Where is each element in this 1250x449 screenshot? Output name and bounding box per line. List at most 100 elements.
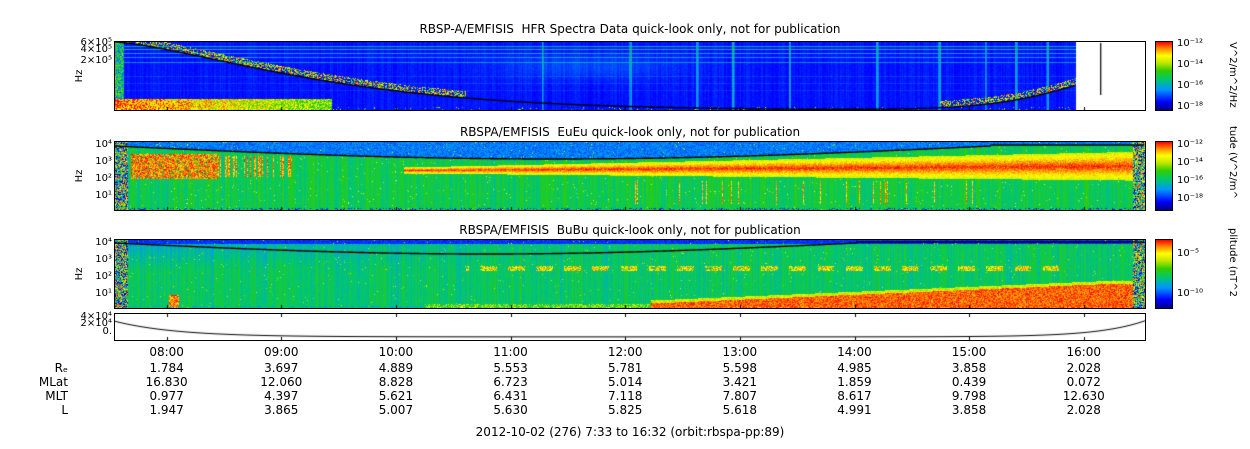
panel1-colorbar-tick-0: 10⁻¹² — [1177, 38, 1204, 49]
panel2-ytick-1: 10³ — [95, 156, 112, 167]
bubu-spectrogram-canvas — [115, 240, 1145, 308]
ephemeris-value: 3.858 — [951, 361, 987, 375]
ephemeris-value: 4.985 — [837, 361, 872, 375]
hfr-spectrogram-canvas — [115, 42, 1145, 110]
time-tick-label: 14:00 — [837, 345, 872, 359]
ephemeris-value: 8.617 — [837, 389, 872, 403]
panel1-colorbar-tick-3: 10⁻¹⁸ — [1177, 101, 1204, 112]
ephemeris-value: 0.072 — [1066, 375, 1101, 389]
ephemeris-value: 5.007 — [378, 403, 414, 417]
time-tick-label: 12:00 — [607, 345, 643, 359]
panel1-yaxis-label: Hz — [74, 69, 85, 83]
panel3-ytick-0: 10⁴ — [95, 237, 112, 248]
time-tick-label: 15:00 — [951, 345, 987, 359]
panel1-colorbar-tick-2: 10⁻¹⁶ — [1177, 80, 1204, 91]
panel1-ytick-0: 6×10⁵ — [80, 37, 112, 48]
panel3-colorbar — [1155, 239, 1173, 309]
ephemeris-value: 3.858 — [951, 403, 987, 417]
panel2-ytick-0: 10⁴ — [95, 139, 112, 150]
panel2-colorbar-tick-1: 10⁻¹⁴ — [1177, 157, 1204, 168]
panel3-colorbar-unit-label: plitude (nT^2 — [1227, 228, 1238, 297]
ephemeris-value: 9.798 — [951, 389, 987, 403]
panel3-title: RBSPA/EMFISIS BuBu quick-look only, not … — [459, 223, 801, 237]
panel3-ytick-2: 10² — [95, 271, 112, 282]
ephemeris-value: 0.977 — [149, 389, 184, 403]
ephemeris-row-mlt: 0.977 4.397 5.621 6.431 7.118 7.807 8.61… — [109, 390, 1141, 403]
ephemeris-value: 5.618 — [722, 403, 757, 417]
ephemeris-value: 1.859 — [837, 375, 872, 389]
ephemeris-value: 5.553 — [493, 361, 528, 375]
panel3-ytick-1: 10³ — [95, 254, 112, 265]
time-tick-label: 09:00 — [263, 345, 299, 359]
panel2-colorbar-gradient — [1156, 142, 1172, 210]
panel1-colorbar-unit-label: V^2/m^2/Hz — [1227, 42, 1238, 108]
ephemeris-row-label-mlat: MLat — [38, 375, 68, 389]
ephemeris-value: 3.421 — [722, 375, 757, 389]
ephemeris-value: 1.784 — [149, 361, 184, 375]
ephemeris-value: 7.807 — [722, 389, 757, 403]
panel1-title: RBSP-A/EMFISIS HFR Spectra Data quick-lo… — [419, 22, 841, 36]
time-tick-label: 08:00 — [149, 345, 184, 359]
ephemeris-value: 4.889 — [378, 361, 414, 375]
panel1-ytick-2: 2×10⁵ — [80, 55, 112, 66]
panel3-colorbar-tick-0: 10⁻⁵ — [1177, 248, 1200, 259]
strip-panel-frame — [114, 313, 1146, 341]
ephemeris-row-label-l: L — [61, 403, 68, 417]
panel2-ytick-3: 10¹ — [95, 190, 112, 201]
panel1-colorbar-tick-1: 10⁻¹⁴ — [1177, 59, 1204, 70]
time-tick-label: 10:00 — [378, 345, 414, 359]
panel1-colorbar — [1155, 41, 1173, 111]
panel2-ytick-2: 10² — [95, 173, 112, 184]
ephemeris-row-re: 1.784 3.697 4.889 5.553 5.781 5.598 4.98… — [109, 362, 1141, 375]
ephemeris-value: 5.825 — [608, 403, 643, 417]
time-tick-label: 13:00 — [722, 345, 758, 359]
ephemeris-row-label-mlt: MLT — [45, 389, 68, 403]
figure-caption: 2012-10-02 (276) 7:33 to 16:32 (orbit:rb… — [475, 425, 785, 439]
eueu-spectrogram-canvas — [115, 142, 1145, 210]
ephemeris-value: 12.060 — [260, 375, 303, 389]
strip-ytick-2: 0. — [102, 326, 112, 337]
ephemeris-value: 7.118 — [608, 389, 643, 403]
ephemeris-value: 5.630 — [493, 403, 528, 417]
ephemeris-row-mlat: 16.830 12.060 8.828 6.723 5.014 3.421 1.… — [109, 376, 1141, 389]
time-tick-label: 11:00 — [493, 345, 528, 359]
panel1-colorbar-gradient — [1156, 42, 1172, 110]
ephemeris-value: 4.991 — [837, 403, 872, 417]
ephemeris-value: 1.947 — [149, 403, 184, 417]
ephemeris-value: 12.630 — [1062, 389, 1105, 403]
ephemeris-value: 5.598 — [722, 361, 757, 375]
panel2-colorbar-tick-2: 10⁻¹⁶ — [1177, 175, 1204, 186]
panel1-spectrogram-frame — [114, 41, 1146, 111]
time-axis: 08:00 09:00 10:00 11:00 12:00 13:00 14:0… — [109, 346, 1141, 359]
panel2-spectrogram-frame — [114, 141, 1146, 211]
ephemeris-value: 6.723 — [493, 375, 528, 389]
panel2-colorbar-unit-label: tude (V^2/m^ — [1227, 126, 1238, 199]
panel2-colorbar-tick-3: 10⁻¹⁸ — [1177, 193, 1204, 204]
ephemeris-row-label-re: Rₑ — [54, 361, 68, 375]
ephemeris-value: 2.028 — [1066, 361, 1101, 375]
panel3-colorbar-gradient — [1156, 240, 1172, 308]
panel3-ytick-3: 10¹ — [95, 288, 112, 299]
strip-ytick-1: 2×10⁴ — [80, 318, 112, 329]
ephemeris-row-l: 1.947 3.865 5.007 5.630 5.825 5.618 4.99… — [109, 404, 1141, 417]
panel3-colorbar-tick-1: 10⁻¹⁰ — [1177, 288, 1204, 299]
ephemeris-value: 2.028 — [1066, 403, 1101, 417]
strip-ytick-0: 4×10⁴ — [80, 311, 112, 322]
ephemeris-value: 3.865 — [264, 403, 299, 417]
ephemeris-value: 16.830 — [145, 375, 188, 389]
ephemeris-value: 3.697 — [264, 361, 299, 375]
panel1-ytick-1: 4×10⁵ — [80, 44, 112, 55]
panel2-title: RBSPA/EMFISIS EuEu quick-look only, not … — [459, 125, 801, 139]
time-tick-label: 16:00 — [1066, 345, 1102, 359]
ephemeris-value: 0.439 — [951, 375, 987, 389]
ephemeris-value: 8.828 — [378, 375, 414, 389]
panel2-colorbar-tick-0: 10⁻¹² — [1177, 139, 1204, 150]
ephemeris-value: 5.781 — [608, 361, 643, 375]
ephemeris-value: 6.431 — [493, 389, 528, 403]
ephemeris-value: 4.397 — [264, 389, 299, 403]
panel2-colorbar — [1155, 141, 1173, 211]
ephemeris-value: 5.014 — [608, 375, 643, 389]
ephemeris-value: 5.621 — [378, 389, 414, 403]
panel3-spectrogram-frame — [114, 239, 1146, 309]
